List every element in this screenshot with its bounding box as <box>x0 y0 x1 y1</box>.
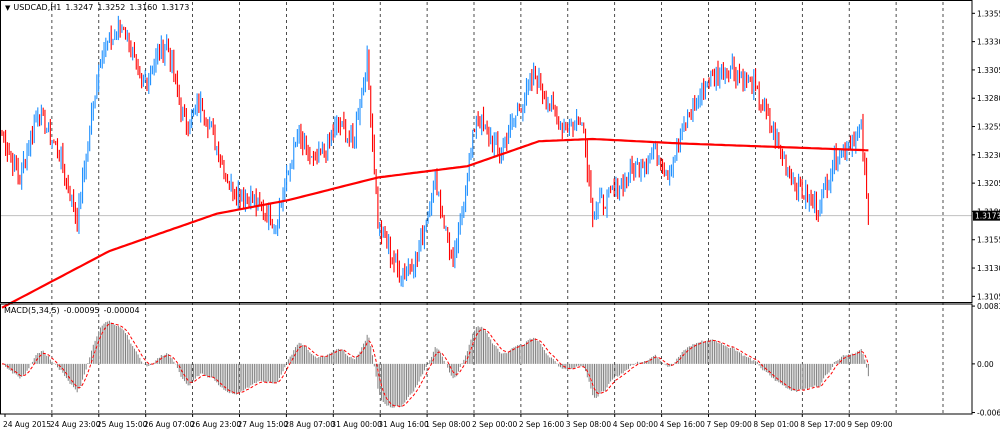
time-axis-label: 24 Aug 2015 <box>3 420 51 429</box>
price-axis-label: 1.3305 <box>977 66 1000 75</box>
price-axis-label: 1.3330 <box>977 38 1000 47</box>
macd-main-value: -0.00095 <box>63 306 100 315</box>
time-axis-label: 31 Aug 00:00 <box>331 420 382 429</box>
time-axis-label: 28 Aug 07:00 <box>284 420 335 429</box>
chart-menu-icon[interactable]: ▼ <box>5 4 11 12</box>
macd-header: MACD(5,34,5) -0.00095 -0.00004 <box>4 306 140 316</box>
symbol-label: USDCAD,H1 <box>13 3 62 12</box>
open-value: 1.3247 <box>65 3 94 12</box>
macd-panel-frame <box>0 303 973 415</box>
price-axis-label: 1.3230 <box>977 151 1000 160</box>
time-axis-label: 8 Sep 01:00 <box>753 420 799 429</box>
macd-histogram-layer <box>3 320 869 408</box>
price-axis-label: 1.3355 <box>977 9 1000 18</box>
time-axis-label: 7 Sep 09:00 <box>707 420 753 429</box>
price-axis-label: 1.3105 <box>977 292 1000 301</box>
price-axis-label: 1.3255 <box>977 123 1000 132</box>
macd-label: MACD(5,34,5) <box>4 306 60 315</box>
macd-signal-line <box>1 322 869 408</box>
macd-signal-value: -0.00004 <box>103 306 140 315</box>
candles-layer <box>1 15 869 288</box>
time-axis-label: 26 Aug 07:00 <box>144 420 195 429</box>
time-axis-label: 26 Aug 23:00 <box>191 420 242 429</box>
close-value: 1.3173 <box>161 3 190 12</box>
time-axis-label: 27 Aug 15:00 <box>238 420 289 429</box>
time-axis-label: 9 Sep 09:00 <box>847 420 893 429</box>
time-axis-label: 31 Aug 16:00 <box>378 420 429 429</box>
moving-average-layer <box>1 137 869 309</box>
price-axis-label: 1.3205 <box>977 179 1000 188</box>
frame-layer <box>0 0 973 415</box>
current-price-box <box>973 210 1000 221</box>
time-axis-label: 25 Aug 15:00 <box>97 420 148 429</box>
time-axis-label: 4 Sep 16:00 <box>660 420 706 429</box>
time-axis-label: 3 Sep 08:00 <box>566 420 612 429</box>
price-axis-label: 1.3130 <box>977 264 1000 273</box>
axis-labels-layer: 1.3355 1.3330 1.3305 1.3280 1.3255 1.3230 1.32… <box>3 9 1000 429</box>
price-panel-frame <box>0 0 973 303</box>
grid-layer <box>51 2 944 414</box>
time-axis-label: 8 Sep 17:00 <box>800 420 846 429</box>
time-axis-label: 1 Sep 08:00 <box>425 420 471 429</box>
macd-signal-layer <box>1 322 869 408</box>
time-axis-label: 4 Sep 00:00 <box>613 420 659 429</box>
price-axis-label: 1.3155 <box>977 236 1000 245</box>
time-axis-label: 2 Sep 00:00 <box>472 420 518 429</box>
symbol-header: ▼ USDCAD,H1 1.3247 1.3252 1.3160 1.3173 <box>5 3 189 13</box>
macd-axis-label: 0.0083 <box>977 302 1000 311</box>
moving-average-line <box>1 137 869 309</box>
high-value: 1.3252 <box>97 3 126 12</box>
macd-axis-label: -0.00699 <box>977 409 1000 418</box>
current-price-label: 1.3173 <box>975 212 1000 221</box>
time-axis-label: 2 Sep 16:00 <box>519 420 565 429</box>
macd-axis-label: 0.00 <box>977 360 994 369</box>
time-axis-label: 24 Aug 23:00 <box>50 420 101 429</box>
price-axis-label: 1.3280 <box>977 94 1000 103</box>
low-value: 1.3160 <box>129 3 158 12</box>
